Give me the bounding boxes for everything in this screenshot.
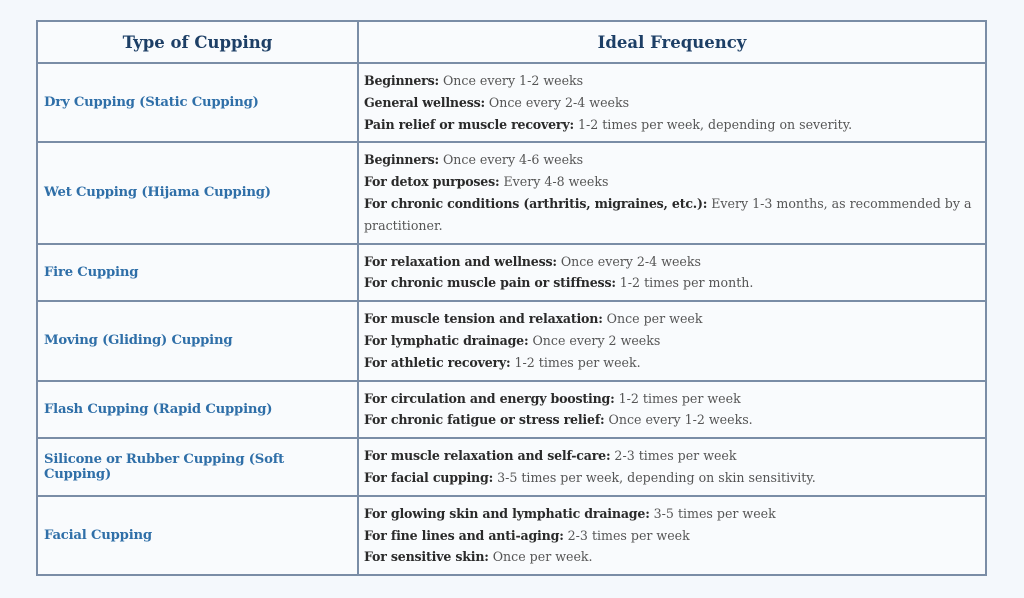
frequency-value: 1-2 times per week. — [510, 354, 641, 370]
frequency-label: For athletic recovery: — [364, 354, 511, 370]
frequency-line: For sensitive skin: Once per week. — [364, 546, 980, 568]
frequency-cell: Beginners: Once every 4-6 weeks For detox… — [357, 141, 987, 245]
frequency-label: For chronic muscle pain or stiffness: — [364, 275, 616, 291]
frequency-value: Once every 2-4 weeks — [484, 94, 630, 110]
table-row-1: Dry Cupping (Static Cupping) Beginners: … — [36, 61, 987, 144]
frequency-value: Once every 1-2 weeks — [438, 73, 584, 88]
frequency-value: Once every 2-4 weeks — [556, 253, 701, 269]
frequency-label: For circulation and energy boosting: — [364, 390, 615, 406]
frequency-value: 3-5 times per week — [649, 505, 776, 521]
frequency-label: For detox purposes: — [364, 174, 500, 190]
frequency-line: For chronic muscle pain or stiffness: 1-… — [364, 272, 980, 294]
frequency-value: Once every 1-2 weeks. — [604, 412, 753, 428]
frequency-line: For chronic conditions (arthritis, migra… — [364, 193, 980, 237]
frequency-cell: For glowing skin and lymphatic drainage:… — [357, 494, 987, 577]
frequency-label: For sensitive skin: — [364, 549, 489, 565]
frequency-value: 1-2 times per month. — [615, 275, 754, 291]
frequency-cell: Beginners: Once every 1-2 weeks General w… — [357, 61, 987, 144]
frequency-label: Pain relief or muscle recovery: — [364, 116, 574, 132]
frequency-line: Beginners: Once every 4-6 weeks — [364, 149, 980, 171]
frequency-value: 2-3 times per week — [610, 448, 737, 464]
frequency-value: Once per week. — [488, 549, 593, 565]
table-row-4: Moving (Gliding) Cupping For muscle tens… — [36, 300, 987, 382]
frequency-line: General wellness: Once every 2-4 weeks — [364, 92, 980, 114]
frequency-line: Beginners: Once every 1-2 weeks — [364, 70, 980, 92]
cupping-type-cell: Facial Cupping — [36, 494, 359, 577]
frequency-label: For chronic fatigue or stress relief: — [364, 412, 605, 428]
frequency-line: For athletic recovery: 1-2 times per wee… — [364, 352, 980, 374]
frequency-line: For facial cupping: 3-5 times per week, … — [364, 467, 980, 489]
frequency-line: For muscle relaxation and self-care: 2-3… — [364, 445, 980, 467]
table-row-7: Facial Cupping For glowing skin and lymp… — [36, 494, 987, 577]
frequency-line: For glowing skin and lymphatic drainage:… — [364, 503, 980, 525]
frequency-value: 1-2 times per week — [614, 390, 741, 406]
table-row-5: Flash Cupping (Rapid Cupping) For circul… — [36, 379, 987, 440]
frequency-value: 3-5 times per week, depending on skin se… — [493, 469, 816, 485]
cupping-type-cell: Moving (Gliding) Cupping — [36, 300, 359, 382]
frequency-value: Every 4-8 weeks — [499, 174, 609, 190]
frequency-value: Once every 4-6 weeks — [438, 152, 584, 168]
frequency-cell: For circulation and energy boosting: 1-2… — [357, 379, 987, 440]
cupping-frequency-table: Type of Cupping Ideal Frequency Dry Cupp… — [36, 20, 987, 577]
frequency-cell: For muscle tension and relaxation: Once … — [357, 300, 987, 382]
table-row-3: Fire Cupping For relaxation and wellness… — [36, 242, 987, 303]
header-type: Type of Cupping — [36, 20, 359, 64]
frequency-value: 1-2 times per week, depending on severit… — [573, 116, 853, 132]
frequency-label: For muscle tension and relaxation: — [364, 311, 603, 327]
cupping-type-cell: Flash Cupping (Rapid Cupping) — [36, 379, 359, 440]
frequency-line: For muscle tension and relaxation: Once … — [364, 308, 980, 330]
frequency-line: For fine lines and anti-aging: 2-3 times… — [364, 525, 980, 547]
frequency-label: General wellness: — [364, 94, 485, 110]
cupping-type-cell: Fire Cupping — [36, 242, 359, 303]
frequency-cell: For relaxation and wellness: Once every … — [357, 242, 987, 303]
frequency-line: Pain relief or muscle recovery: 1-2 time… — [364, 114, 980, 136]
header-row: Type of Cupping Ideal Frequency — [36, 20, 987, 64]
frequency-cell: For muscle relaxation and self-care: 2-3… — [357, 437, 987, 497]
frequency-line: For chronic fatigue or stress relief: On… — [364, 409, 980, 431]
frequency-line: For relaxation and wellness: Once every … — [364, 251, 980, 273]
frequency-label: For relaxation and wellness: — [364, 253, 557, 269]
cupping-type-cell: Wet Cupping (Hijama Cupping) — [36, 141, 359, 245]
cupping-type-cell: Silicone or Rubber Cupping (Soft Cupping… — [36, 437, 359, 497]
frequency-label: For lymphatic drainage: — [364, 332, 529, 348]
frequency-label: For chronic conditions (arthritis, migra… — [364, 195, 708, 211]
cupping-type-cell: Dry Cupping (Static Cupping) — [36, 61, 359, 144]
frequency-value: Once per week — [602, 311, 703, 327]
frequency-label: For muscle relaxation and self-care: — [364, 448, 611, 464]
frequency-line: For circulation and energy boosting: 1-2… — [364, 388, 980, 410]
frequency-line: For detox purposes: Every 4-8 weeks — [364, 171, 980, 193]
frequency-line: For lymphatic drainage: Once every 2 wee… — [364, 330, 980, 352]
frequency-label: For facial cupping: — [364, 469, 494, 485]
header-frequency: Ideal Frequency — [357, 20, 987, 64]
table-row-2: Wet Cupping (Hijama Cupping) Beginners: … — [36, 141, 987, 245]
table-row-6: Silicone or Rubber Cupping (Soft Cupping… — [36, 437, 987, 497]
frequency-label: For glowing skin and lymphatic drainage: — [364, 505, 650, 521]
frequency-value: Every 1-3 months, as recommended by a pr… — [364, 195, 972, 233]
frequency-value: Once every 2 weeks — [528, 332, 661, 348]
frequency-label: Beginners: — [364, 73, 439, 88]
frequency-value: 2-3 times per week — [563, 527, 690, 543]
frequency-label: For fine lines and anti-aging: — [364, 527, 564, 543]
frequency-label: Beginners: — [364, 152, 439, 168]
